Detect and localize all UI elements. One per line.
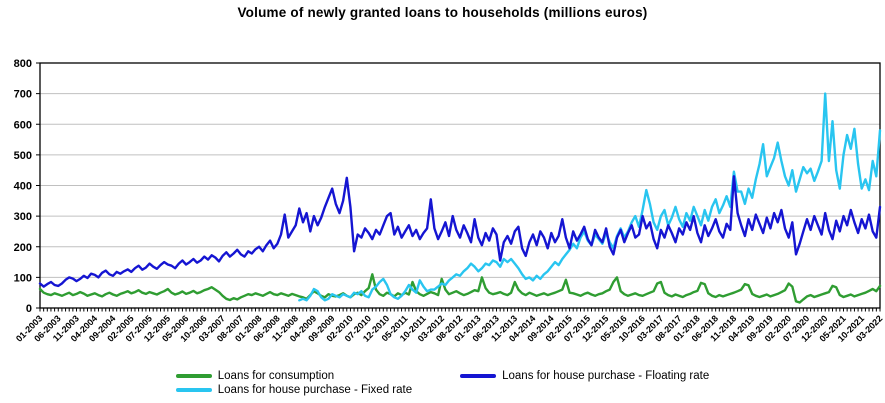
y-axis-tick-label: 400 bbox=[14, 181, 32, 193]
y-axis-tick-label: 200 bbox=[14, 242, 32, 254]
y-axis-tick-label: 0 bbox=[26, 303, 32, 315]
legend-column-right: Loans for house purchase - Floating rate bbox=[460, 369, 709, 396]
y-axis-tick-label: 100 bbox=[14, 272, 32, 284]
fixed-rate-line-swatch bbox=[175, 387, 212, 392]
consumption-line-swatch bbox=[175, 373, 212, 378]
y-axis-tick-label: 500 bbox=[14, 150, 32, 162]
legend-label-floating-rate: Loans for house purchase - Floating rate bbox=[502, 369, 710, 382]
legend-item-consumption: Loans for consumption bbox=[175, 369, 412, 382]
y-axis-tick-label: 800 bbox=[14, 58, 32, 70]
floating-rate-line-swatch bbox=[460, 373, 497, 378]
legend-label-consumption: Loans for consumption bbox=[217, 369, 335, 382]
series-line-floating-rate bbox=[38, 175, 882, 288]
y-axis-tick-label: 300 bbox=[14, 211, 32, 223]
legend-label-fixed-rate: Loans for house purchase - Fixed rate bbox=[217, 383, 413, 396]
series-line-consumption bbox=[38, 273, 882, 304]
legend-item-floating-rate: Loans for house purchase - Floating rate bbox=[460, 369, 709, 382]
y-axis-tick-label: 700 bbox=[14, 89, 32, 101]
y-axis-tick-label: 600 bbox=[14, 119, 32, 131]
legend-item-fixed-rate: Loans for house purchase - Fixed rate bbox=[175, 383, 413, 396]
legend-column-left: Loans for consumption Loans for house pu… bbox=[175, 369, 413, 396]
chart-title: Volume of newly granted loans to househo… bbox=[237, 5, 648, 20]
legend: Loans for consumption Loans for house pu… bbox=[0, 369, 885, 396]
